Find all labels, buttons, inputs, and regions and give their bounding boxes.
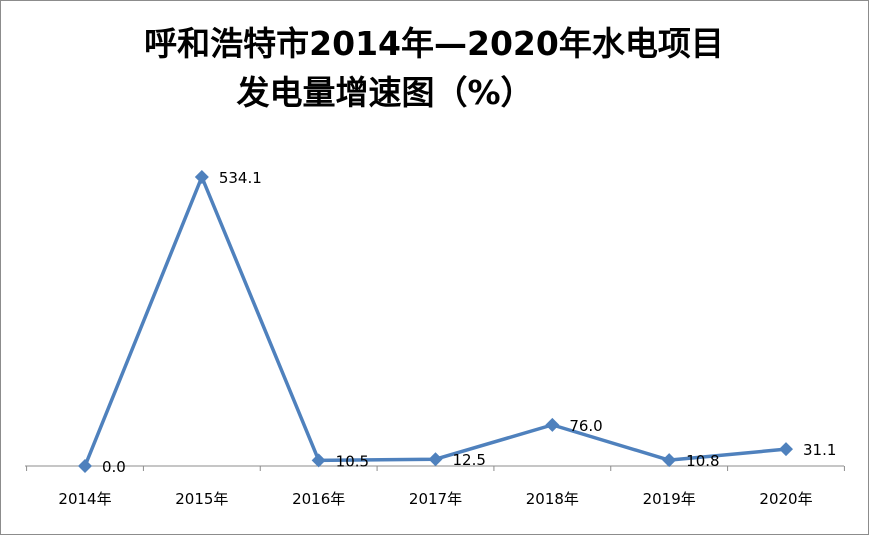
data-point-marker <box>545 417 560 432</box>
data-label: 12.5 <box>453 451 486 469</box>
data-label: 10.5 <box>336 452 369 470</box>
plot-area: 2014年 2015年 2016年 2017年 2018年 2019年 2020年 0.0 53… <box>26 169 845 508</box>
data-point-marker <box>78 459 92 473</box>
data-label: 76.0 <box>569 417 602 435</box>
data-label: 534.1 <box>219 169 262 187</box>
chart-title-line-1: 呼和浩特市2014年—2020年水电项目 <box>144 24 724 63</box>
x-tick-label: 2018年 <box>526 490 579 508</box>
data-label: 31.1 <box>803 441 836 459</box>
x-tick-label: 2015年 <box>175 490 228 508</box>
x-tick-label: 2019年 <box>643 490 696 508</box>
data-label: 0.0 <box>102 458 126 476</box>
data-label: 10.8 <box>686 452 719 470</box>
data-point-marker <box>779 442 793 457</box>
x-tick-label: 2020年 <box>759 490 812 508</box>
data-point-marker <box>311 453 326 468</box>
chart-title-line-2: 发电量增速图（%） <box>236 73 533 112</box>
data-point-marker <box>662 453 677 468</box>
data-point-marker <box>428 452 443 467</box>
x-tick-label: 2014年 <box>58 490 111 508</box>
data-point-marker <box>194 170 209 184</box>
series-line <box>83 175 787 467</box>
x-tick-label: 2017年 <box>409 490 462 508</box>
x-tick-label: 2016年 <box>292 490 345 508</box>
